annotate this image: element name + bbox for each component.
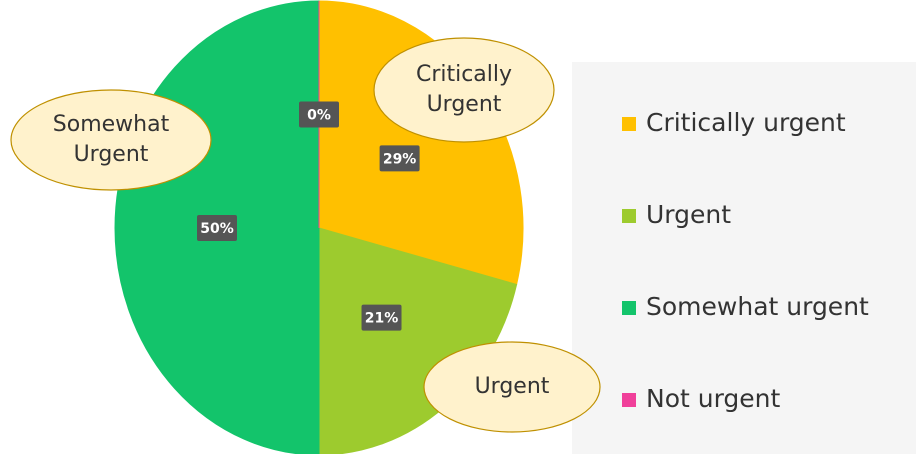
- legend-swatch: [622, 209, 636, 223]
- legend-label: Urgent: [646, 200, 731, 229]
- data-label-box: [361, 304, 402, 331]
- data-label: 0%: [307, 108, 331, 124]
- callout: [373, 37, 555, 143]
- data-label-box: [197, 215, 237, 241]
- legend-swatch: [622, 301, 636, 315]
- callout-text: Urgent: [74, 142, 149, 167]
- data-label: 21%: [365, 311, 399, 327]
- legend-swatch: [622, 393, 636, 407]
- callout-text: Urgent: [475, 374, 550, 399]
- callout: [423, 341, 601, 433]
- data-label-box: [299, 101, 339, 128]
- legend-label: Somewhat urgent: [646, 292, 869, 321]
- legend-label: Not urgent: [646, 384, 781, 413]
- data-label: 29%: [383, 151, 417, 167]
- data-label-box: [379, 145, 420, 172]
- callout-text: Urgent: [427, 92, 502, 117]
- callout-text: Somewhat: [53, 112, 170, 137]
- legend-swatch: [622, 117, 636, 131]
- callout-text: Critically: [416, 62, 512, 87]
- data-label: 50%: [200, 221, 234, 237]
- callout: [10, 89, 212, 191]
- legend-label: Critically urgent: [646, 108, 846, 137]
